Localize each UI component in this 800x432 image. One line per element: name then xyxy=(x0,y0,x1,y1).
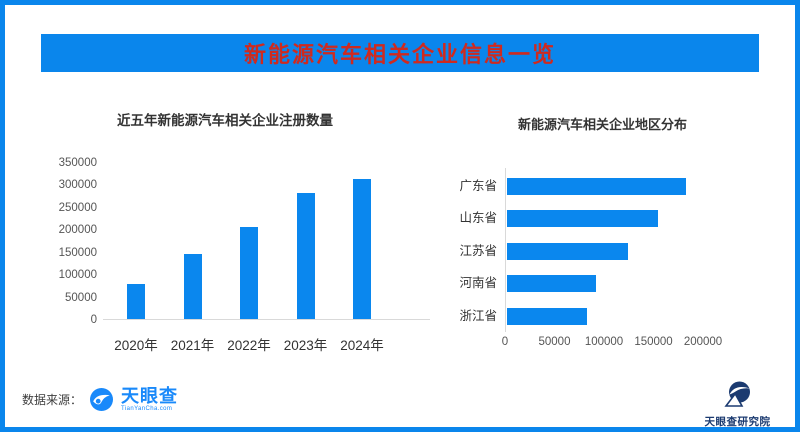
data-source: 数据来源： 天眼查 TianYanCha.com xyxy=(22,383,178,415)
category-label: 广东省 xyxy=(459,178,497,193)
x-category-label: 2024年 xyxy=(340,338,384,353)
y-tick-label: 350000 xyxy=(58,157,97,169)
category-label: 江苏省 xyxy=(459,243,497,258)
institute-name: 天眼查研究院 xyxy=(704,416,771,428)
region-bar xyxy=(507,210,658,227)
registrations-chart-title: 近五年新能源汽车相关企业注册数量 xyxy=(117,113,333,128)
data-source-label: 数据来源： xyxy=(22,392,83,407)
category-label: 浙江省 xyxy=(459,308,497,323)
x-tick-label: 150000 xyxy=(634,336,673,348)
tianyancha-logo-text: 天眼查 xyxy=(121,385,179,406)
category-label: 河南省 xyxy=(459,276,497,290)
x-category-label: 2021年 xyxy=(170,338,215,353)
y-tick-label: 150000 xyxy=(58,246,97,259)
region-bar xyxy=(507,307,588,325)
tianyancha-logo-url: TianYanCha.com xyxy=(121,405,173,412)
tianyancha-institute-logo-icon xyxy=(723,381,753,413)
registration-bar xyxy=(127,284,145,319)
y-tick-label: 250000 xyxy=(58,201,97,214)
y-tick-label: 50000 xyxy=(65,291,97,304)
y-tick-label: 200000 xyxy=(58,224,97,237)
registration-bar xyxy=(353,179,371,319)
banner: 新能源汽车相关企业信息一览 xyxy=(41,34,759,72)
x-tick-label: 100000 xyxy=(584,336,624,348)
tianyancha-wordmark: 天眼查 TianYanCha.com xyxy=(121,387,178,412)
registration-bar xyxy=(183,253,202,319)
y-tick-label: 300000 xyxy=(58,179,97,192)
x-category-label: 2020年 xyxy=(114,338,158,353)
region-bar xyxy=(507,275,597,292)
banner-title: 新能源汽车相关企业信息一览 xyxy=(243,42,556,67)
x-tick-label: 200000 xyxy=(683,336,723,348)
regions-plot xyxy=(505,168,745,332)
registration-bar xyxy=(240,227,258,319)
tianyancha-eye-icon xyxy=(90,387,114,411)
regions-x-axis: 0 50000 100000 150000 200000 xyxy=(502,336,765,350)
y-tick-label: 100000 xyxy=(58,269,97,282)
region-bar xyxy=(507,177,687,195)
registrations-x-axis: 2020年 2021年 2022年 2023年 2024年 xyxy=(103,331,430,353)
x-category-label: 2023年 xyxy=(283,338,328,353)
regions-chart-title: 新能源汽车相关企业地区分布 xyxy=(517,117,687,132)
regions-category-axis: 广东省山东省江苏省河南省浙江省 xyxy=(435,168,497,332)
y-tick-label: 0 xyxy=(90,314,97,326)
x-tick-label: 50000 xyxy=(538,336,571,348)
x-tick-label: 0 xyxy=(501,336,509,348)
category-label: 山东省 xyxy=(459,211,497,225)
registration-bar xyxy=(296,192,315,319)
registrations-plot xyxy=(103,163,430,320)
x-category-label: 2022年 xyxy=(227,338,271,353)
registrations-y-axis: 350000 300000 250000 200000 150000 100000 5000… xyxy=(40,157,97,326)
institute-brand: 天眼查研究院 xyxy=(695,381,780,428)
region-bar xyxy=(507,242,628,260)
